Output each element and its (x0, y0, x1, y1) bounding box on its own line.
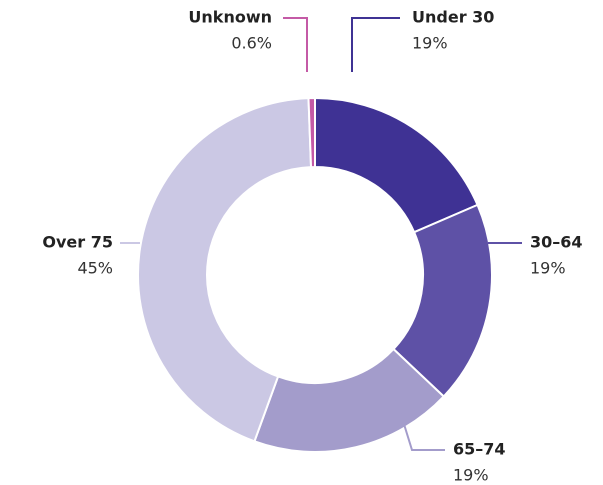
leader-line (394, 394, 445, 451)
slice-label: Unknown (188, 8, 272, 27)
slice-label: Over 75 (42, 233, 113, 252)
leader-line (283, 17, 308, 72)
slice-value: 19% (530, 259, 566, 278)
slice (314, 96, 479, 234)
slice-label: 30–64 (530, 233, 583, 252)
slice-value: 0.6% (231, 34, 272, 53)
slice-label: Under 30 (412, 8, 494, 27)
slice-value: 19% (453, 466, 489, 485)
slice (137, 97, 313, 443)
leader-line (351, 17, 400, 72)
slice-label: 65–74 (453, 440, 506, 459)
slice (307, 96, 316, 169)
slice-value: 19% (412, 34, 448, 53)
slice-value: 45% (77, 259, 113, 278)
